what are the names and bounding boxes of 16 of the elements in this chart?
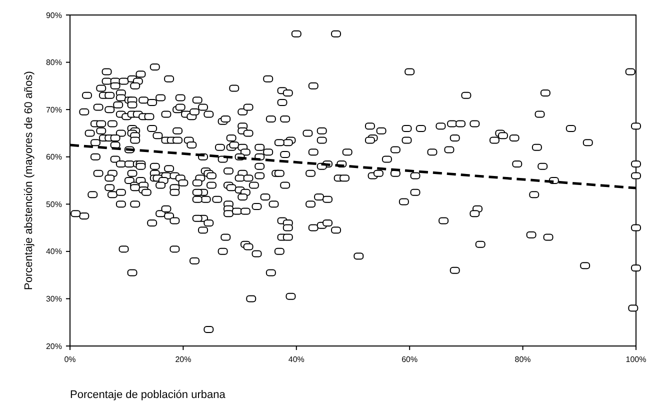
x-tick-label: 20%	[175, 355, 192, 364]
x-tick-label: 80%	[514, 355, 531, 364]
y-tick-label: 30%	[46, 294, 62, 304]
y-axis-title: Porcentaje abstención (mayores de 60 años)	[23, 71, 35, 290]
x-tick-label: 40%	[288, 355, 304, 364]
y-tick-label: 50%	[46, 200, 62, 209]
x-tick-label: 100%	[626, 355, 646, 364]
y-tick-label: 60%	[46, 152, 62, 162]
x-axis-title: Porcentaje de población urbana	[70, 389, 226, 401]
y-tick-label: 90%	[46, 10, 62, 20]
x-tick-label: 60%	[402, 355, 418, 364]
y-tick-label: 80%	[46, 58, 62, 68]
x-tick-label: 0%	[64, 355, 76, 364]
y-tick-label: 20%	[46, 342, 62, 351]
y-tick-label: 70%	[46, 105, 62, 114]
y-tick-label: 40%	[46, 247, 62, 256]
